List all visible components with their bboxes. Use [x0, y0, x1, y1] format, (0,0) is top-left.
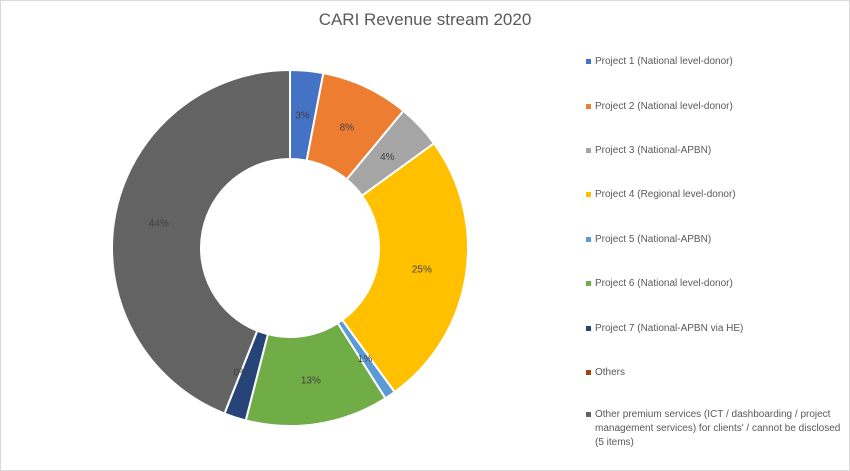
- data-label-project-4-regional-level-donor: 25%: [412, 264, 432, 275]
- legend-swatch: [586, 237, 591, 242]
- legend-label: Project 1 (National level-donor): [595, 56, 733, 67]
- legend-swatch: [586, 281, 591, 286]
- legend-label: Other premium services (ICT / dashboardi…: [595, 409, 841, 448]
- legend-swatch: [586, 412, 591, 417]
- slice-project-4-regional-level-donor: [340, 141, 469, 394]
- legend-swatch: [586, 148, 591, 153]
- data-label-project-2-national-level-donor: 8%: [340, 123, 355, 134]
- legend-item: Project 2 (National level-donor): [586, 100, 841, 114]
- legend-item: Project 5 (National-APBN): [586, 233, 841, 247]
- legend-label: Project 2 (National level-donor): [595, 101, 733, 112]
- chart-title: CARI Revenue stream 2020: [318, 10, 532, 29]
- legend-label: Others: [595, 367, 626, 378]
- data-label-project-1-national-level-donor: 3%: [295, 111, 310, 122]
- data-label-other-premium-services-ict-dashboarding-: 44%: [149, 218, 169, 229]
- legend-label: Project 6 (National level-donor): [595, 278, 733, 289]
- legend-item: Project 7 (National-APBN via HE): [586, 322, 841, 336]
- data-label-others: 0%: [234, 368, 249, 379]
- legend-label: Project 3 (National-APBN): [595, 145, 712, 156]
- legend-item: Project 4 (Regional level-donor): [586, 188, 841, 202]
- data-label-project-5-national-apbn: 1%: [358, 354, 373, 365]
- legend-swatch: [586, 192, 591, 197]
- legend-swatch: [586, 104, 591, 109]
- data-label-project-3-national-apbn: 4%: [380, 152, 395, 163]
- legend-label: Project 5 (National-APBN): [595, 234, 712, 245]
- legend-swatch: [586, 370, 591, 375]
- legend-item: Other premium services (ICT / dashboardi…: [586, 408, 841, 450]
- legend-label: Project 4 (Regional level-donor): [595, 189, 736, 200]
- data-label-project-6-national-level-donor: 13%: [301, 375, 321, 386]
- legend-item: Project 6 (National level-donor): [586, 277, 841, 291]
- legend-swatch: [586, 59, 591, 64]
- slice-other-premium-services-ict-dashboarding-: [111, 68, 291, 415]
- legend-item: Project 1 (National level-donor): [586, 55, 841, 69]
- legend-item: Others: [586, 366, 841, 380]
- legend-swatch: [586, 326, 591, 331]
- legend-item: Project 3 (National-APBN): [586, 144, 841, 158]
- legend-label: Project 7 (National-APBN via HE): [595, 323, 744, 334]
